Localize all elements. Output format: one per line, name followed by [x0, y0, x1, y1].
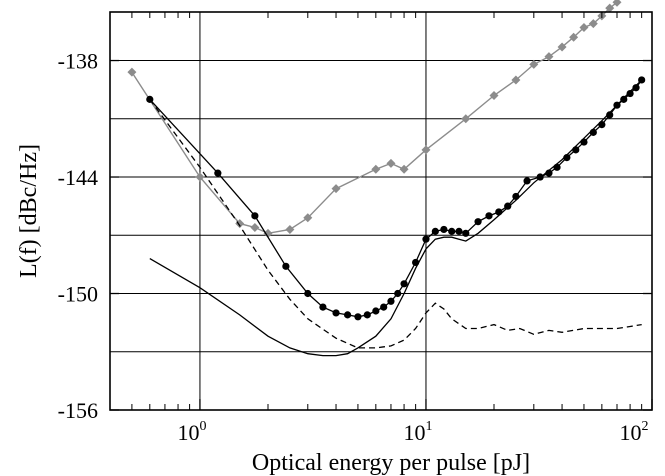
data-point [331, 184, 341, 194]
data-point [386, 158, 396, 168]
x-tick-exponent: 2 [642, 419, 649, 434]
tick-marks [110, 12, 653, 411]
x-tick-label: 102 [620, 419, 649, 445]
data-point [512, 192, 520, 201]
data-point [598, 121, 606, 129]
data-point [579, 23, 589, 33]
x-tick-exponent: 0 [199, 419, 206, 434]
data-point [557, 42, 567, 52]
data-point [371, 164, 381, 174]
data-point [448, 227, 456, 235]
data-point [394, 289, 402, 298]
y-tick-label: -138 [58, 49, 98, 74]
series-black-dashed [149, 99, 642, 349]
data-point [440, 225, 448, 234]
series-line [149, 79, 643, 318]
x-axis-title: Optical energy per pulse [pJ] [252, 450, 530, 476]
data-point [380, 303, 388, 311]
data-point [354, 313, 362, 321]
data-point [588, 19, 598, 29]
plot-frame [109, 11, 653, 411]
data-point [455, 227, 463, 235]
data-point [251, 212, 259, 220]
data-point [431, 227, 439, 235]
data-point [612, 0, 622, 7]
y-tick-label: -150 [58, 282, 98, 307]
x-tick-label: 101 [403, 419, 432, 445]
data-point [421, 145, 431, 155]
series-line [149, 99, 642, 349]
y-tick-label: -156 [58, 398, 98, 423]
data-point [195, 172, 205, 182]
data-point [485, 212, 493, 220]
series-layer [127, 0, 646, 357]
x-tick-base: 10 [620, 420, 642, 445]
data-point [127, 67, 137, 77]
data-point [605, 3, 615, 13]
series-line [149, 79, 643, 357]
data-point [461, 114, 471, 124]
y-tick-label: -144 [58, 165, 98, 190]
data-point [580, 138, 588, 146]
data-point [632, 84, 640, 92]
data-point [399, 164, 409, 174]
data-point [304, 289, 312, 298]
data-point [363, 311, 371, 319]
data-point [511, 75, 521, 85]
data-point [529, 59, 539, 69]
y-axis-title: L(f) [dBc/Hz] [16, 144, 42, 278]
data-point [319, 303, 327, 311]
data-point [563, 154, 571, 162]
data-point [422, 235, 430, 243]
data-point [332, 309, 340, 317]
x-tick-base: 10 [177, 420, 199, 445]
data-point [462, 229, 470, 237]
data-point [214, 169, 222, 177]
data-point [504, 202, 512, 210]
x-tick-base: 10 [403, 420, 425, 445]
data-point [626, 89, 634, 98]
data-point [282, 262, 290, 270]
data-point [400, 280, 408, 288]
data-point [572, 146, 580, 154]
data-point [544, 52, 554, 62]
data-point [250, 223, 260, 233]
data-point [495, 208, 503, 216]
series-line [131, 1, 618, 235]
data-point [569, 32, 579, 42]
x-tick-exponent: 1 [425, 419, 432, 434]
data-point [606, 111, 614, 119]
data-point [372, 307, 380, 315]
data-point [387, 297, 395, 305]
data-point [285, 224, 295, 234]
data-point [343, 311, 352, 319]
data-point [620, 95, 628, 103]
data-point [263, 228, 273, 238]
series-gray-diamond [127, 0, 622, 238]
data-point [489, 90, 499, 100]
data-point [303, 213, 313, 223]
x-tick-label: 100 [177, 419, 206, 445]
data-point [474, 218, 482, 226]
grid-lines [110, 12, 652, 410]
data-point [553, 163, 561, 171]
series-black-solid [149, 79, 643, 357]
data-point [523, 177, 531, 185]
